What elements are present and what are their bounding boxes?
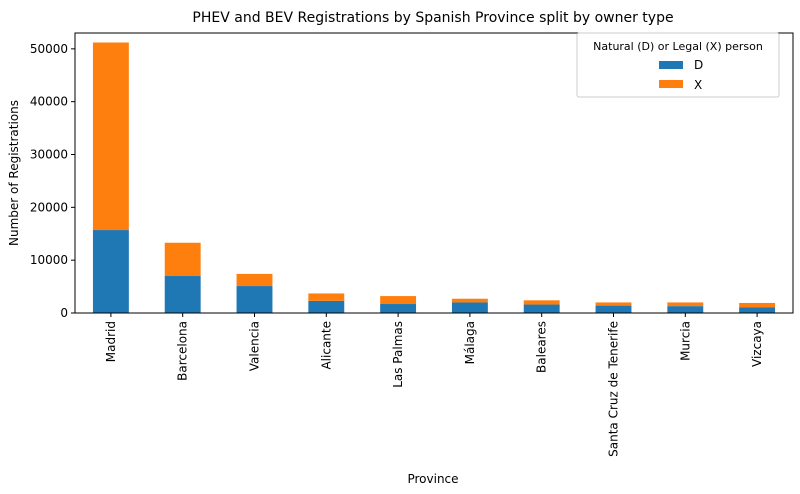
bar-x-5 [451,298,488,303]
bar-d-1 [164,276,201,313]
bar-d-3 [308,300,345,313]
bar-x-7 [595,302,632,306]
x-tick-label-1: Barcelona [176,321,190,381]
y-tick-label-2: 20000 [30,200,68,214]
bar-x-4 [380,296,417,305]
y-tick-label-0: 0 [60,306,68,320]
bar-x-9 [739,302,776,308]
plot-area: Madrid Barcelona Valencia Alicante Las Palma… [30,32,794,457]
bar-d-8 [667,306,704,313]
chart-title: PHEV and BEV Registrations by Spanish Pr… [192,10,673,26]
y-tick-label-4: 40000 [30,95,68,109]
x-tick-label-7: Santa Cruz de Tenerife [607,321,621,457]
x-axis-title: Province [407,472,458,486]
legend-swatch-d [659,61,683,69]
bar-d-7 [595,305,632,313]
bar-d-4 [380,304,417,313]
x-tick-label-6: Baleares [535,321,549,373]
x-tick-label-8: Murcia [678,321,692,361]
x-tick-label-0: Madrid [104,321,118,362]
bar-d-2 [236,286,273,313]
bar-x-1 [164,242,201,277]
bar-d-0 [92,230,129,313]
y-tick-label-3: 30000 [30,148,68,162]
legend: Natural (D) or Legal (X) person D X [576,32,780,98]
x-tick-label-5: Málaga [463,321,477,364]
plot-frame [74,32,794,314]
bar-d-9 [739,307,776,313]
bar-d-6 [523,304,560,313]
legend-swatch-x [659,80,683,88]
y-tick-label-1: 10000 [30,253,68,267]
bar-x-2 [236,273,273,287]
legend-label-x: X [694,78,702,92]
x-tick-label-9: Vizcaya [750,321,764,367]
x-tick-label-3: Alicante [319,321,333,370]
x-tick-label-2: Valencia [248,321,262,371]
y-axis-title: Number of Registrations [7,100,21,246]
y-tick-label-5: 50000 [30,42,68,56]
bar-x-0 [92,42,129,231]
bar-d-5 [451,302,488,313]
bar-x-6 [523,300,560,305]
legend-title: Natural (D) or Legal (X) person [593,40,763,53]
bar-x-8 [667,302,704,307]
legend-label-d: D [694,58,703,72]
bar-x-3 [308,293,345,301]
x-tick-label-4: Las Palmas [391,321,405,388]
